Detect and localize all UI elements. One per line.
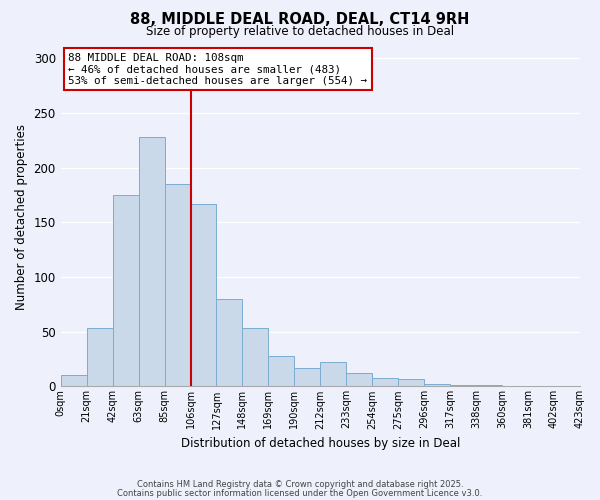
Bar — [372, 378, 398, 386]
Bar — [242, 328, 268, 386]
Bar — [164, 184, 191, 386]
Bar — [86, 328, 113, 386]
Y-axis label: Number of detached properties: Number of detached properties — [15, 124, 28, 310]
Bar — [139, 137, 164, 386]
Bar — [113, 195, 139, 386]
Bar — [398, 378, 424, 386]
Bar — [424, 384, 450, 386]
Bar — [320, 362, 346, 386]
Text: Size of property relative to detached houses in Deal: Size of property relative to detached ho… — [146, 25, 454, 38]
Text: Contains HM Land Registry data © Crown copyright and database right 2025.: Contains HM Land Registry data © Crown c… — [137, 480, 463, 489]
Bar — [268, 356, 295, 386]
Text: Contains public sector information licensed under the Open Government Licence v3: Contains public sector information licen… — [118, 488, 482, 498]
Bar — [217, 299, 242, 386]
Bar — [61, 376, 86, 386]
Text: 88, MIDDLE DEAL ROAD, DEAL, CT14 9RH: 88, MIDDLE DEAL ROAD, DEAL, CT14 9RH — [130, 12, 470, 28]
Bar — [191, 204, 217, 386]
Bar — [295, 368, 320, 386]
Text: 88 MIDDLE DEAL ROAD: 108sqm
← 46% of detached houses are smaller (483)
53% of se: 88 MIDDLE DEAL ROAD: 108sqm ← 46% of det… — [68, 52, 367, 86]
Bar — [346, 374, 372, 386]
X-axis label: Distribution of detached houses by size in Deal: Distribution of detached houses by size … — [181, 437, 460, 450]
